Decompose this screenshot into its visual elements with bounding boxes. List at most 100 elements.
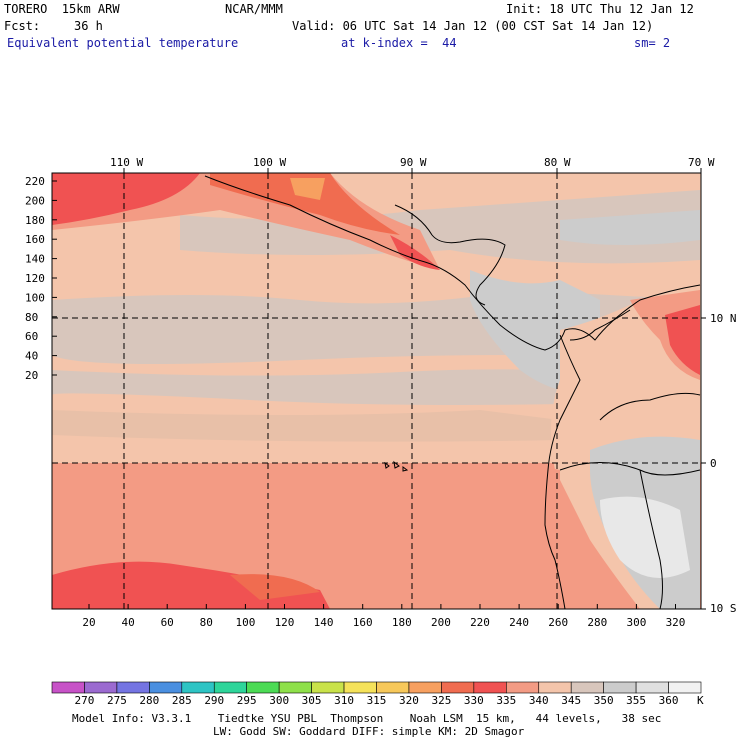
- x-index-label: 120: [275, 616, 295, 629]
- x-index-label: 140: [314, 616, 334, 629]
- colorbar-tick-label: 285: [172, 694, 192, 707]
- colorbar-swatch: [441, 681, 475, 694]
- x-index-label: 60: [161, 616, 174, 629]
- colorbar-tick-label: 270: [75, 694, 95, 707]
- map-frame: [51, 172, 702, 610]
- model-info-line-2: LW: Godd SW: Goddard DIFF: simple KM: 2D…: [213, 725, 525, 738]
- colorbar-tick-label: 335: [496, 694, 516, 707]
- x-index-label: 280: [587, 616, 607, 629]
- lon-label-100w: 100 W: [253, 156, 286, 169]
- peru-border: [559, 462, 701, 476]
- colorbar-tick-label: 355: [626, 694, 646, 707]
- colorbar-swatch: [538, 681, 572, 694]
- x-index-label: 300: [626, 616, 646, 629]
- south-america-pacific-coast: [544, 334, 581, 609]
- colorbar-swatch: [84, 681, 118, 694]
- y-index-label: 160: [25, 233, 45, 246]
- y-index-label: 200: [25, 194, 45, 207]
- x-index-label: 180: [392, 616, 412, 629]
- x-index-label: 320: [666, 616, 686, 629]
- brazil-border: [639, 469, 663, 609]
- colorbar-tick-label: 315: [367, 694, 387, 707]
- model-title: TORERO 15km ARW: [4, 2, 120, 16]
- x-index-label: 100: [235, 616, 255, 629]
- colorbar-swatch: [668, 681, 702, 694]
- colorbar-swatch: [246, 681, 280, 694]
- venezuela-hot: [665, 305, 700, 375]
- x-index-label: 20: [82, 616, 95, 629]
- cool-band-south: [52, 410, 560, 442]
- valid-time: Valid: 06 UTC Sat 14 Jan 12 (00 CST Sat …: [292, 19, 654, 33]
- lat-label-10s: 10 S: [710, 602, 737, 615]
- colorbar-swatch: [149, 681, 183, 694]
- colorbar-tick-label: 360: [659, 694, 679, 707]
- cool-region-upper: [180, 190, 700, 264]
- y-index-label: 100: [25, 291, 45, 304]
- colorbar-unit: K: [697, 694, 704, 707]
- colorbar-tick-label: 305: [302, 694, 322, 707]
- x-index-label: 260: [548, 616, 568, 629]
- warm-spot-north: [290, 178, 325, 200]
- coastlines: [204, 175, 701, 609]
- y-index-label: 60: [25, 330, 38, 343]
- x-index-labels: 20 40 60 80 100 120 140 160 180 200 220 240 260 280 30…: [82, 616, 685, 629]
- x-index-label: 220: [470, 616, 490, 629]
- colorbar-swatch: [51, 681, 85, 694]
- caribbean-coastline: [394, 204, 506, 306]
- colorbar-tick-label: 295: [237, 694, 257, 707]
- y-index-label: 20: [25, 369, 38, 382]
- colorbar-swatch: [343, 681, 377, 694]
- colorbar-swatch: [603, 681, 637, 694]
- hot-region-coast: [210, 173, 400, 235]
- lon-label-90w: 90 W: [400, 156, 427, 169]
- lat-label-10n: 10 N: [710, 312, 737, 325]
- colorbar-tick-label: 290: [204, 694, 224, 707]
- colorbar-swatch: [376, 681, 410, 694]
- colorbar-tick-label: 300: [269, 694, 289, 707]
- forecast-label: Fcst:: [4, 19, 41, 33]
- y-index-labels: 220 200 180 160 140 120 100 80 60 40 20: [25, 175, 45, 382]
- forecast-hours: 36 h: [74, 19, 103, 33]
- init-time: Init: 18 UTC Thu 12 Jan 12: [506, 2, 694, 16]
- colorbar-labels: 270 275 280 285 290 295 300 305 310 315 320 325 330 3…: [75, 694, 679, 707]
- colorbar-swatch: [505, 681, 540, 694]
- x-index-label: 240: [509, 616, 529, 629]
- colorbar-tick-label: 340: [529, 694, 549, 707]
- southern-hot-patch: [230, 574, 320, 600]
- colorbar-swatch: [473, 681, 507, 694]
- field-name: Equivalent potential temperature: [7, 36, 239, 50]
- colorbar-tick-label: 275: [107, 694, 127, 707]
- model-info-line-1: Model Info: V3.3.1 Tiedtke YSU PBL Thomp…: [72, 712, 662, 725]
- galapagos-islands: [384, 460, 409, 472]
- lon-label-110w: 110 W: [110, 156, 143, 169]
- y-index-label: 80: [25, 311, 38, 324]
- lon-label-70w: 70 W: [688, 156, 715, 169]
- colorbar-swatch: [116, 681, 150, 694]
- gray-region-caribbean: [560, 210, 700, 245]
- colorbar-swatch: [311, 681, 345, 694]
- tick-marks: [52, 168, 706, 610]
- colombia-border: [569, 309, 631, 341]
- colombia-brazil-border: [599, 392, 701, 421]
- y-index-label: 140: [25, 253, 45, 266]
- colorbar-swatch: [408, 681, 442, 694]
- hot-region-northwest: [52, 173, 200, 225]
- x-index-label: 200: [431, 616, 451, 629]
- colorbar: [51, 681, 702, 694]
- y-index-label: 120: [25, 272, 45, 285]
- colorbar-tick-label: 325: [431, 694, 451, 707]
- y-index-label: 40: [25, 350, 38, 363]
- hot-region-guatemala: [390, 235, 440, 270]
- colorbar-swatch: [278, 681, 312, 694]
- x-index-label: 80: [200, 616, 213, 629]
- y-index-label: 180: [25, 214, 45, 227]
- colorbar-swatch: [635, 681, 669, 694]
- lat-label-0: 0: [710, 457, 717, 470]
- colorbar-tick-label: 280: [139, 694, 159, 707]
- x-index-label: 160: [353, 616, 373, 629]
- pacific-coastline-north: [204, 175, 701, 351]
- y-index-label: 220: [25, 175, 45, 188]
- colorbar-swatch: [181, 681, 215, 694]
- colorbar-swatch: [570, 681, 604, 694]
